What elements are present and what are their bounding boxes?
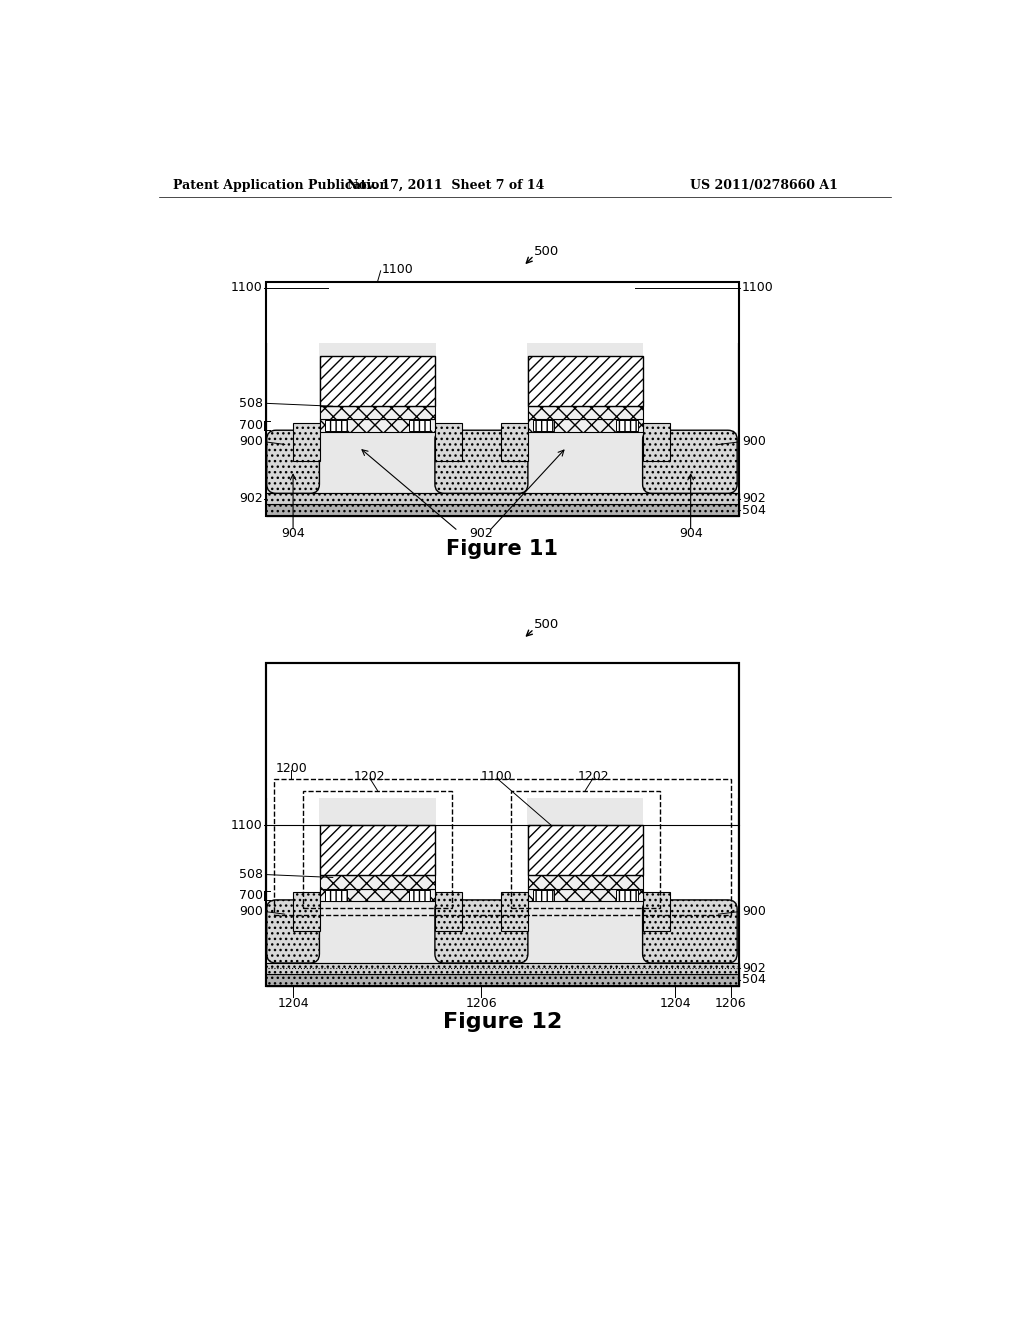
Bar	[266, 494, 738, 504]
FancyBboxPatch shape	[643, 430, 737, 494]
Bar	[435, 343, 527, 432]
Bar	[532, 890, 554, 900]
Bar	[528, 875, 643, 890]
FancyBboxPatch shape	[643, 900, 737, 964]
Bar	[273, 779, 731, 915]
Bar	[532, 420, 554, 430]
Bar	[266, 974, 738, 986]
Bar	[321, 420, 435, 432]
FancyBboxPatch shape	[435, 900, 528, 964]
Bar	[293, 892, 321, 931]
Bar	[267, 797, 318, 902]
Text: 508: 508	[239, 869, 263, 880]
Text: 508: 508	[239, 397, 263, 409]
Text: 1100: 1100	[381, 263, 413, 276]
Bar	[321, 890, 435, 902]
Bar	[321, 875, 435, 890]
Text: 1204: 1204	[278, 997, 309, 1010]
Bar	[501, 892, 528, 931]
Text: 500: 500	[535, 244, 559, 257]
Bar	[266, 964, 738, 974]
Bar	[511, 791, 659, 908]
Bar	[266, 797, 738, 964]
Bar	[643, 892, 670, 931]
Bar	[266, 663, 738, 986]
Bar	[435, 797, 527, 902]
Text: 1204: 1204	[659, 997, 691, 1010]
Bar	[528, 420, 643, 432]
Bar	[266, 663, 738, 986]
Bar	[435, 892, 462, 931]
Bar	[321, 355, 435, 405]
Bar	[528, 890, 643, 902]
Bar	[266, 281, 738, 516]
Text: 1206: 1206	[466, 997, 498, 1010]
Text: 1100: 1100	[741, 281, 773, 294]
Bar	[409, 420, 430, 430]
Text: 1100: 1100	[231, 281, 263, 294]
Text: Patent Application Publication: Patent Application Publication	[173, 178, 388, 191]
Bar	[321, 825, 435, 875]
Text: 900: 900	[741, 906, 766, 917]
Text: 904: 904	[282, 527, 305, 540]
Bar	[435, 422, 462, 461]
Bar	[643, 422, 670, 461]
Bar	[325, 420, 346, 430]
Text: Nov. 17, 2011  Sheet 7 of 14: Nov. 17, 2011 Sheet 7 of 14	[347, 178, 545, 191]
Text: 900: 900	[239, 436, 263, 449]
Text: 700: 700	[239, 888, 263, 902]
Bar	[321, 405, 435, 420]
Text: 1206: 1206	[715, 997, 746, 1010]
Text: 904: 904	[679, 527, 702, 540]
Text: 1200: 1200	[275, 762, 307, 775]
Bar	[643, 797, 737, 902]
Bar	[303, 791, 452, 908]
Bar	[266, 974, 738, 986]
Bar	[528, 405, 643, 420]
Bar	[266, 494, 738, 504]
Bar	[528, 825, 643, 875]
Bar	[643, 343, 737, 432]
Bar	[267, 343, 318, 432]
Text: Figure 12: Figure 12	[442, 1012, 562, 1032]
Text: 900: 900	[741, 436, 766, 449]
Text: 902: 902	[741, 492, 766, 506]
Bar	[409, 890, 430, 900]
Bar	[501, 422, 528, 461]
Text: 902: 902	[470, 527, 494, 540]
FancyBboxPatch shape	[435, 430, 528, 494]
Text: 902: 902	[239, 492, 263, 506]
Bar	[266, 504, 738, 516]
Text: 902: 902	[741, 962, 766, 975]
Bar	[325, 890, 346, 900]
Text: 700: 700	[239, 418, 263, 432]
Bar	[266, 504, 738, 516]
Text: 500: 500	[535, 618, 559, 631]
Bar	[266, 343, 738, 494]
Text: 1202: 1202	[578, 770, 609, 783]
Text: US 2011/0278660 A1: US 2011/0278660 A1	[689, 178, 838, 191]
Text: Figure 11: Figure 11	[446, 539, 558, 558]
Text: 1100: 1100	[481, 770, 513, 783]
Text: 504: 504	[741, 504, 766, 517]
Bar	[266, 964, 738, 974]
Text: 1202: 1202	[354, 770, 386, 783]
FancyBboxPatch shape	[266, 900, 319, 964]
Text: 900: 900	[239, 906, 263, 917]
Text: 1100: 1100	[231, 818, 263, 832]
FancyBboxPatch shape	[266, 430, 319, 494]
Bar	[293, 422, 321, 461]
Text: 504: 504	[741, 973, 766, 986]
Bar	[616, 890, 638, 900]
Bar	[616, 420, 638, 430]
Bar	[528, 355, 643, 405]
